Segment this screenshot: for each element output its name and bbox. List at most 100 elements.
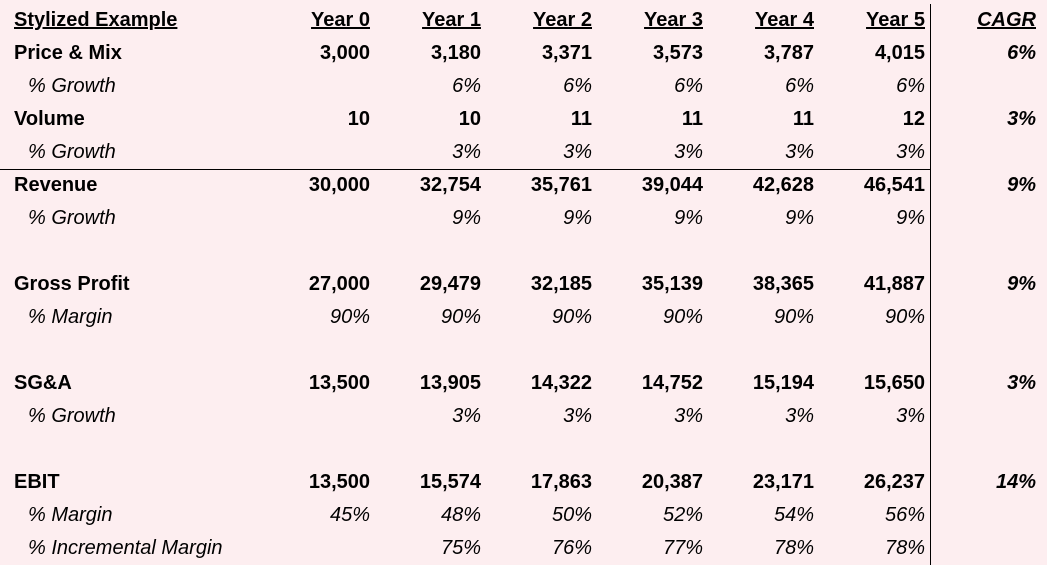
incremental-margin: 77% xyxy=(662,537,703,559)
gross-margin: 90% xyxy=(551,306,592,328)
volume-growth: 3% xyxy=(452,141,481,163)
volume-growth: 3% xyxy=(674,141,703,163)
cagr-divider-vertical xyxy=(930,4,931,565)
revenue-value: 32,754 xyxy=(419,174,481,196)
ebit-value: 13,500 xyxy=(308,471,370,493)
sga-growth-label: % Growth xyxy=(28,405,116,427)
price-mix-value: 3,180 xyxy=(430,42,481,64)
gross-profit-row: Gross Profit 27,000 29,479 32,185 35,139… xyxy=(0,268,1047,301)
price-mix-growth: 6% xyxy=(563,75,592,97)
year-header-5: Year 5 xyxy=(866,9,925,31)
gross-margin-label: % Margin xyxy=(28,306,113,328)
year-header-1: Year 1 xyxy=(422,9,481,31)
ebit-value: 23,171 xyxy=(752,471,814,493)
gross-margin: 90% xyxy=(884,306,925,328)
revenue-value: 30,000 xyxy=(308,174,370,196)
sga-value: 15,194 xyxy=(752,372,814,394)
ebit-incremental-margin-row: % Incremental Margin 75% 76% 77% 78% 78% xyxy=(0,532,1047,565)
gross-margin-row: % Margin 90% 90% 90% 90% 90% 90% xyxy=(0,301,1047,334)
revenue-growth: 9% xyxy=(896,207,925,229)
revenue-divider-horizontal xyxy=(0,169,930,170)
sga-value: 13,500 xyxy=(308,372,370,394)
volume-value: 12 xyxy=(902,108,925,130)
sga-growth: 3% xyxy=(674,405,703,427)
volume-value: 11 xyxy=(792,108,814,130)
price-mix-growth-label: % Growth xyxy=(28,75,116,97)
year-header-3: Year 3 xyxy=(644,9,703,31)
sga-value: 13,905 xyxy=(419,372,481,394)
ebit-label: EBIT xyxy=(14,471,60,493)
price-mix-growth-row: % Growth 6% 6% 6% 6% 6% xyxy=(0,70,1047,103)
price-mix-cagr: 6% xyxy=(1007,42,1036,64)
volume-growth: 3% xyxy=(563,141,592,163)
ebit-value: 26,237 xyxy=(863,471,925,493)
price-mix-row: Price & Mix 3,000 3,180 3,371 3,573 3,78… xyxy=(0,37,1047,70)
incremental-margin: 78% xyxy=(884,537,925,559)
incremental-margin: 78% xyxy=(773,537,814,559)
incremental-margin: 76% xyxy=(551,537,592,559)
gross-profit-value: 32,185 xyxy=(530,273,592,295)
ebit-margin-label: % Margin xyxy=(28,504,113,526)
year-header-2: Year 2 xyxy=(533,9,592,31)
gross-profit-label: Gross Profit xyxy=(14,273,130,295)
volume-value: 11 xyxy=(570,108,592,130)
revenue-growth: 9% xyxy=(563,207,592,229)
header-row: Stylized Example Year 0 Year 1 Year 2 Ye… xyxy=(0,4,1047,37)
year-header-4: Year 4 xyxy=(755,9,814,31)
revenue-growth: 9% xyxy=(674,207,703,229)
gross-profit-value: 35,139 xyxy=(641,273,703,295)
ebit-margin: 52% xyxy=(662,504,703,526)
ebit-margin: 54% xyxy=(773,504,814,526)
cagr-header: CAGR xyxy=(977,9,1036,31)
incremental-margin-label: % Incremental Margin xyxy=(28,537,223,559)
gross-profit-value: 41,887 xyxy=(863,273,925,295)
sga-growth: 3% xyxy=(452,405,481,427)
revenue-value: 46,541 xyxy=(863,174,925,196)
gross-margin: 90% xyxy=(662,306,703,328)
sga-label: SG&A xyxy=(14,372,72,394)
revenue-growth-row: % Growth 9% 9% 9% 9% 9% xyxy=(0,202,1047,235)
ebit-margin: 56% xyxy=(884,504,925,526)
revenue-row: Revenue 30,000 32,754 35,761 39,044 42,6… xyxy=(0,169,1047,202)
sga-value: 14,322 xyxy=(530,372,592,394)
revenue-cagr: 9% xyxy=(1007,174,1036,196)
sga-growth: 3% xyxy=(785,405,814,427)
sga-value: 15,650 xyxy=(863,372,925,394)
revenue-value: 35,761 xyxy=(530,174,592,196)
ebit-value: 17,863 xyxy=(530,471,592,493)
volume-growth: 3% xyxy=(896,141,925,163)
gross-profit-cagr: 9% xyxy=(1007,273,1036,295)
price-mix-value: 3,573 xyxy=(652,42,703,64)
volume-value: 10 xyxy=(347,108,370,130)
price-mix-value: 4,015 xyxy=(874,42,925,64)
volume-row: Volume 10 10 11 11 11 12 3% xyxy=(0,103,1047,136)
ebit-margin: 50% xyxy=(551,504,592,526)
gross-profit-value: 29,479 xyxy=(419,273,481,295)
volume-cagr: 3% xyxy=(1007,108,1036,130)
sga-growth: 3% xyxy=(896,405,925,427)
ebit-value: 15,574 xyxy=(419,471,481,493)
ebit-value: 20,387 xyxy=(641,471,703,493)
sga-growth: 3% xyxy=(563,405,592,427)
revenue-growth: 9% xyxy=(785,207,814,229)
revenue-growth: 9% xyxy=(452,207,481,229)
price-mix-growth: 6% xyxy=(674,75,703,97)
ebit-cagr: 14% xyxy=(995,471,1036,493)
price-mix-growth: 6% xyxy=(785,75,814,97)
price-mix-label: Price & Mix xyxy=(14,42,122,64)
gross-margin: 90% xyxy=(773,306,814,328)
sga-row: SG&A 13,500 13,905 14,322 14,752 15,194 … xyxy=(0,367,1047,400)
price-mix-value: 3,371 xyxy=(541,42,592,64)
sga-cagr: 3% xyxy=(1007,372,1036,394)
price-mix-growth: 6% xyxy=(452,75,481,97)
table-title: Stylized Example xyxy=(14,9,178,31)
volume-growth: 3% xyxy=(785,141,814,163)
volume-value: 10 xyxy=(458,108,481,130)
volume-label: Volume xyxy=(14,108,85,130)
revenue-growth-label: % Growth xyxy=(28,207,116,229)
gross-profit-value: 27,000 xyxy=(308,273,370,295)
volume-growth-row: % Growth 3% 3% 3% 3% 3% xyxy=(0,136,1047,169)
ebit-margin: 45% xyxy=(329,504,370,526)
gross-profit-value: 38,365 xyxy=(752,273,814,295)
